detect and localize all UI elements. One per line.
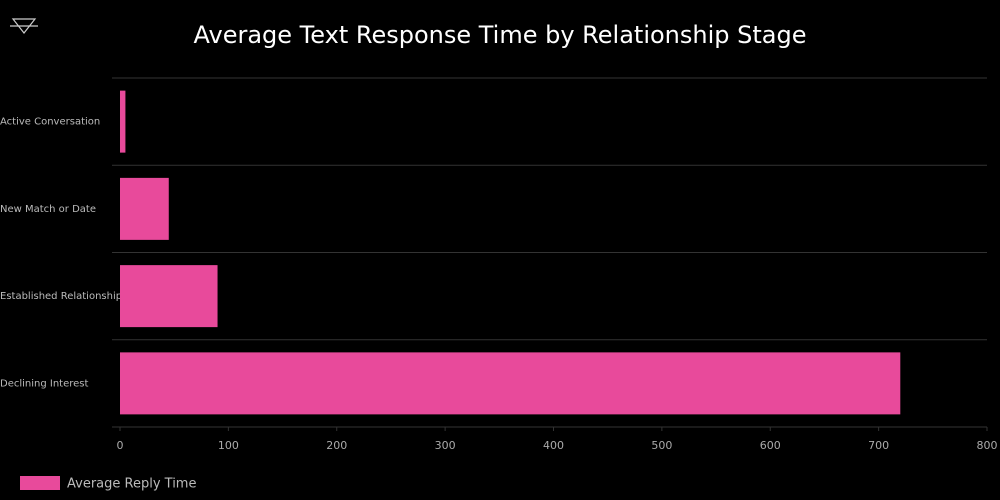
y-tick-label: Established Relationship bbox=[0, 291, 122, 302]
bar bbox=[120, 177, 169, 240]
x-tick-label: 500 bbox=[651, 439, 672, 452]
x-tick-label: 400 bbox=[543, 439, 564, 452]
bar bbox=[120, 352, 901, 415]
legend-label: Average Reply Time bbox=[67, 477, 196, 492]
y-tick-label: New Match or Date bbox=[0, 204, 96, 215]
y-tick-label: Active Conversation bbox=[0, 117, 100, 128]
x-tick-label: 0 bbox=[117, 439, 124, 452]
legend-swatch bbox=[20, 476, 60, 490]
x-tick-label: 700 bbox=[868, 439, 889, 452]
x-tick-label: 300 bbox=[435, 439, 456, 452]
x-tick-label: 800 bbox=[977, 439, 998, 452]
bar bbox=[120, 90, 126, 153]
y-tick-label: Declining Interest bbox=[0, 378, 89, 389]
logo bbox=[10, 18, 38, 34]
x-tick-label: 100 bbox=[218, 439, 239, 452]
bar bbox=[120, 265, 218, 328]
chart-title: Average Text Response Time by Relationsh… bbox=[194, 21, 807, 49]
x-tick-label: 200 bbox=[326, 439, 347, 452]
x-tick-label: 600 bbox=[760, 439, 781, 452]
